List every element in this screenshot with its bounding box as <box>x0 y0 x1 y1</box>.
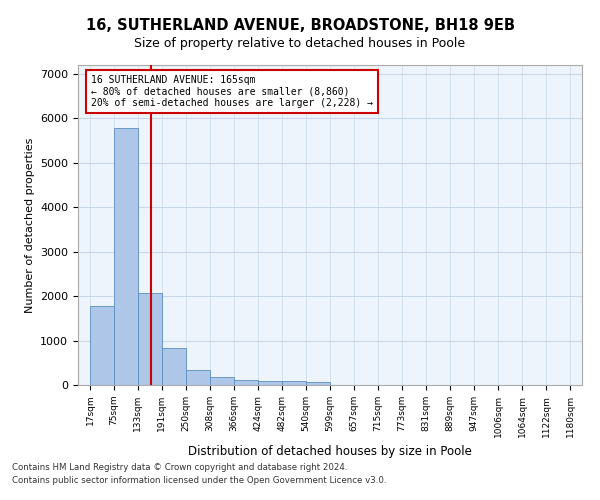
X-axis label: Distribution of detached houses by size in Poole: Distribution of detached houses by size … <box>188 445 472 458</box>
Bar <box>138 294 161 385</box>
Text: 16 SUTHERLAND AVENUE: 165sqm
← 80% of detached houses are smaller (8,860)
20% of: 16 SUTHERLAND AVENUE: 165sqm ← 80% of de… <box>91 75 373 108</box>
Bar <box>90 306 114 385</box>
Bar <box>282 381 306 385</box>
Bar <box>162 348 185 385</box>
Text: Contains public sector information licensed under the Open Government Licence v3: Contains public sector information licen… <box>12 476 386 485</box>
Text: Size of property relative to detached houses in Poole: Size of property relative to detached ho… <box>134 38 466 51</box>
Bar <box>306 382 329 385</box>
Y-axis label: Number of detached properties: Number of detached properties <box>25 138 35 312</box>
Bar <box>186 370 210 385</box>
Bar <box>210 376 234 385</box>
Bar <box>258 380 282 385</box>
Bar <box>234 380 258 385</box>
Text: Contains HM Land Registry data © Crown copyright and database right 2024.: Contains HM Land Registry data © Crown c… <box>12 462 347 471</box>
Text: 16, SUTHERLAND AVENUE, BROADSTONE, BH18 9EB: 16, SUTHERLAND AVENUE, BROADSTONE, BH18 … <box>86 18 515 32</box>
Bar <box>114 128 138 385</box>
